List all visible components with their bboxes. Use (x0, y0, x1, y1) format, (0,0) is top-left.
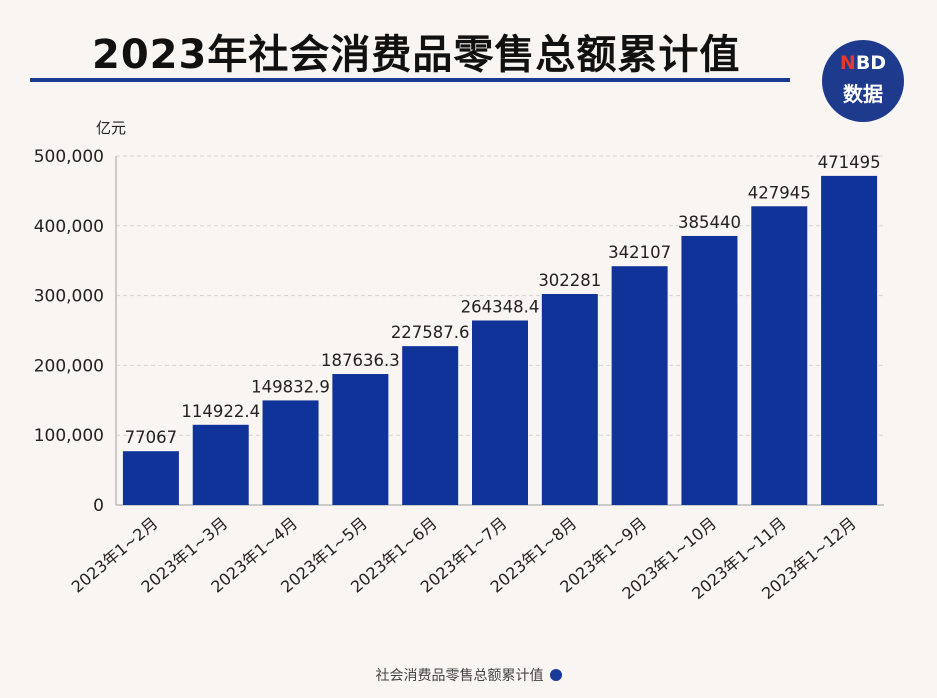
y-axis-unit: 亿元 (96, 119, 126, 137)
data-label: 77067 (125, 428, 178, 447)
bar (821, 175, 878, 505)
logo-text-top: NBD (839, 52, 887, 74)
bar (541, 294, 598, 505)
y-tick-label: 100,000 (34, 426, 104, 446)
legend-label: 社会消费品零售总额累计值 (375, 668, 544, 684)
bar (192, 424, 249, 505)
data-label: 471495 (818, 153, 881, 172)
bar (122, 451, 179, 505)
y-tick-label: 500,000 (34, 147, 104, 167)
bar (332, 374, 389, 505)
y-tick-label: 200,000 (34, 356, 104, 376)
y-tick-label: 300,000 (34, 287, 104, 307)
y-tick-label: 0 (93, 496, 104, 516)
data-label: 187636.3 (321, 351, 400, 370)
data-label: 264348.4 (461, 297, 540, 316)
legend-swatch (549, 669, 562, 681)
data-label: 385440 (678, 213, 741, 232)
bar (262, 400, 319, 505)
data-label: 342107 (608, 243, 671, 262)
data-label: 302281 (538, 271, 601, 290)
bar (402, 346, 459, 505)
data-label: 114922.4 (181, 402, 260, 421)
legend: 社会消费品零售总额累计值 (0, 665, 937, 685)
y-tick-label: 400,000 (34, 217, 104, 237)
bar (611, 266, 668, 505)
bar (751, 206, 808, 506)
data-label: 227587.6 (391, 323, 470, 342)
bar (681, 235, 738, 505)
logo-text-bottom: 数据 (843, 82, 883, 106)
chart-title: 2023年社会消费品零售总额累计值 (92, 32, 741, 78)
bar (472, 320, 528, 505)
data-label: 149832.9 (251, 377, 330, 396)
data-label: 427945 (748, 183, 811, 202)
nbd-logo: NBD 数据 (822, 40, 904, 122)
title-underline (30, 78, 790, 82)
